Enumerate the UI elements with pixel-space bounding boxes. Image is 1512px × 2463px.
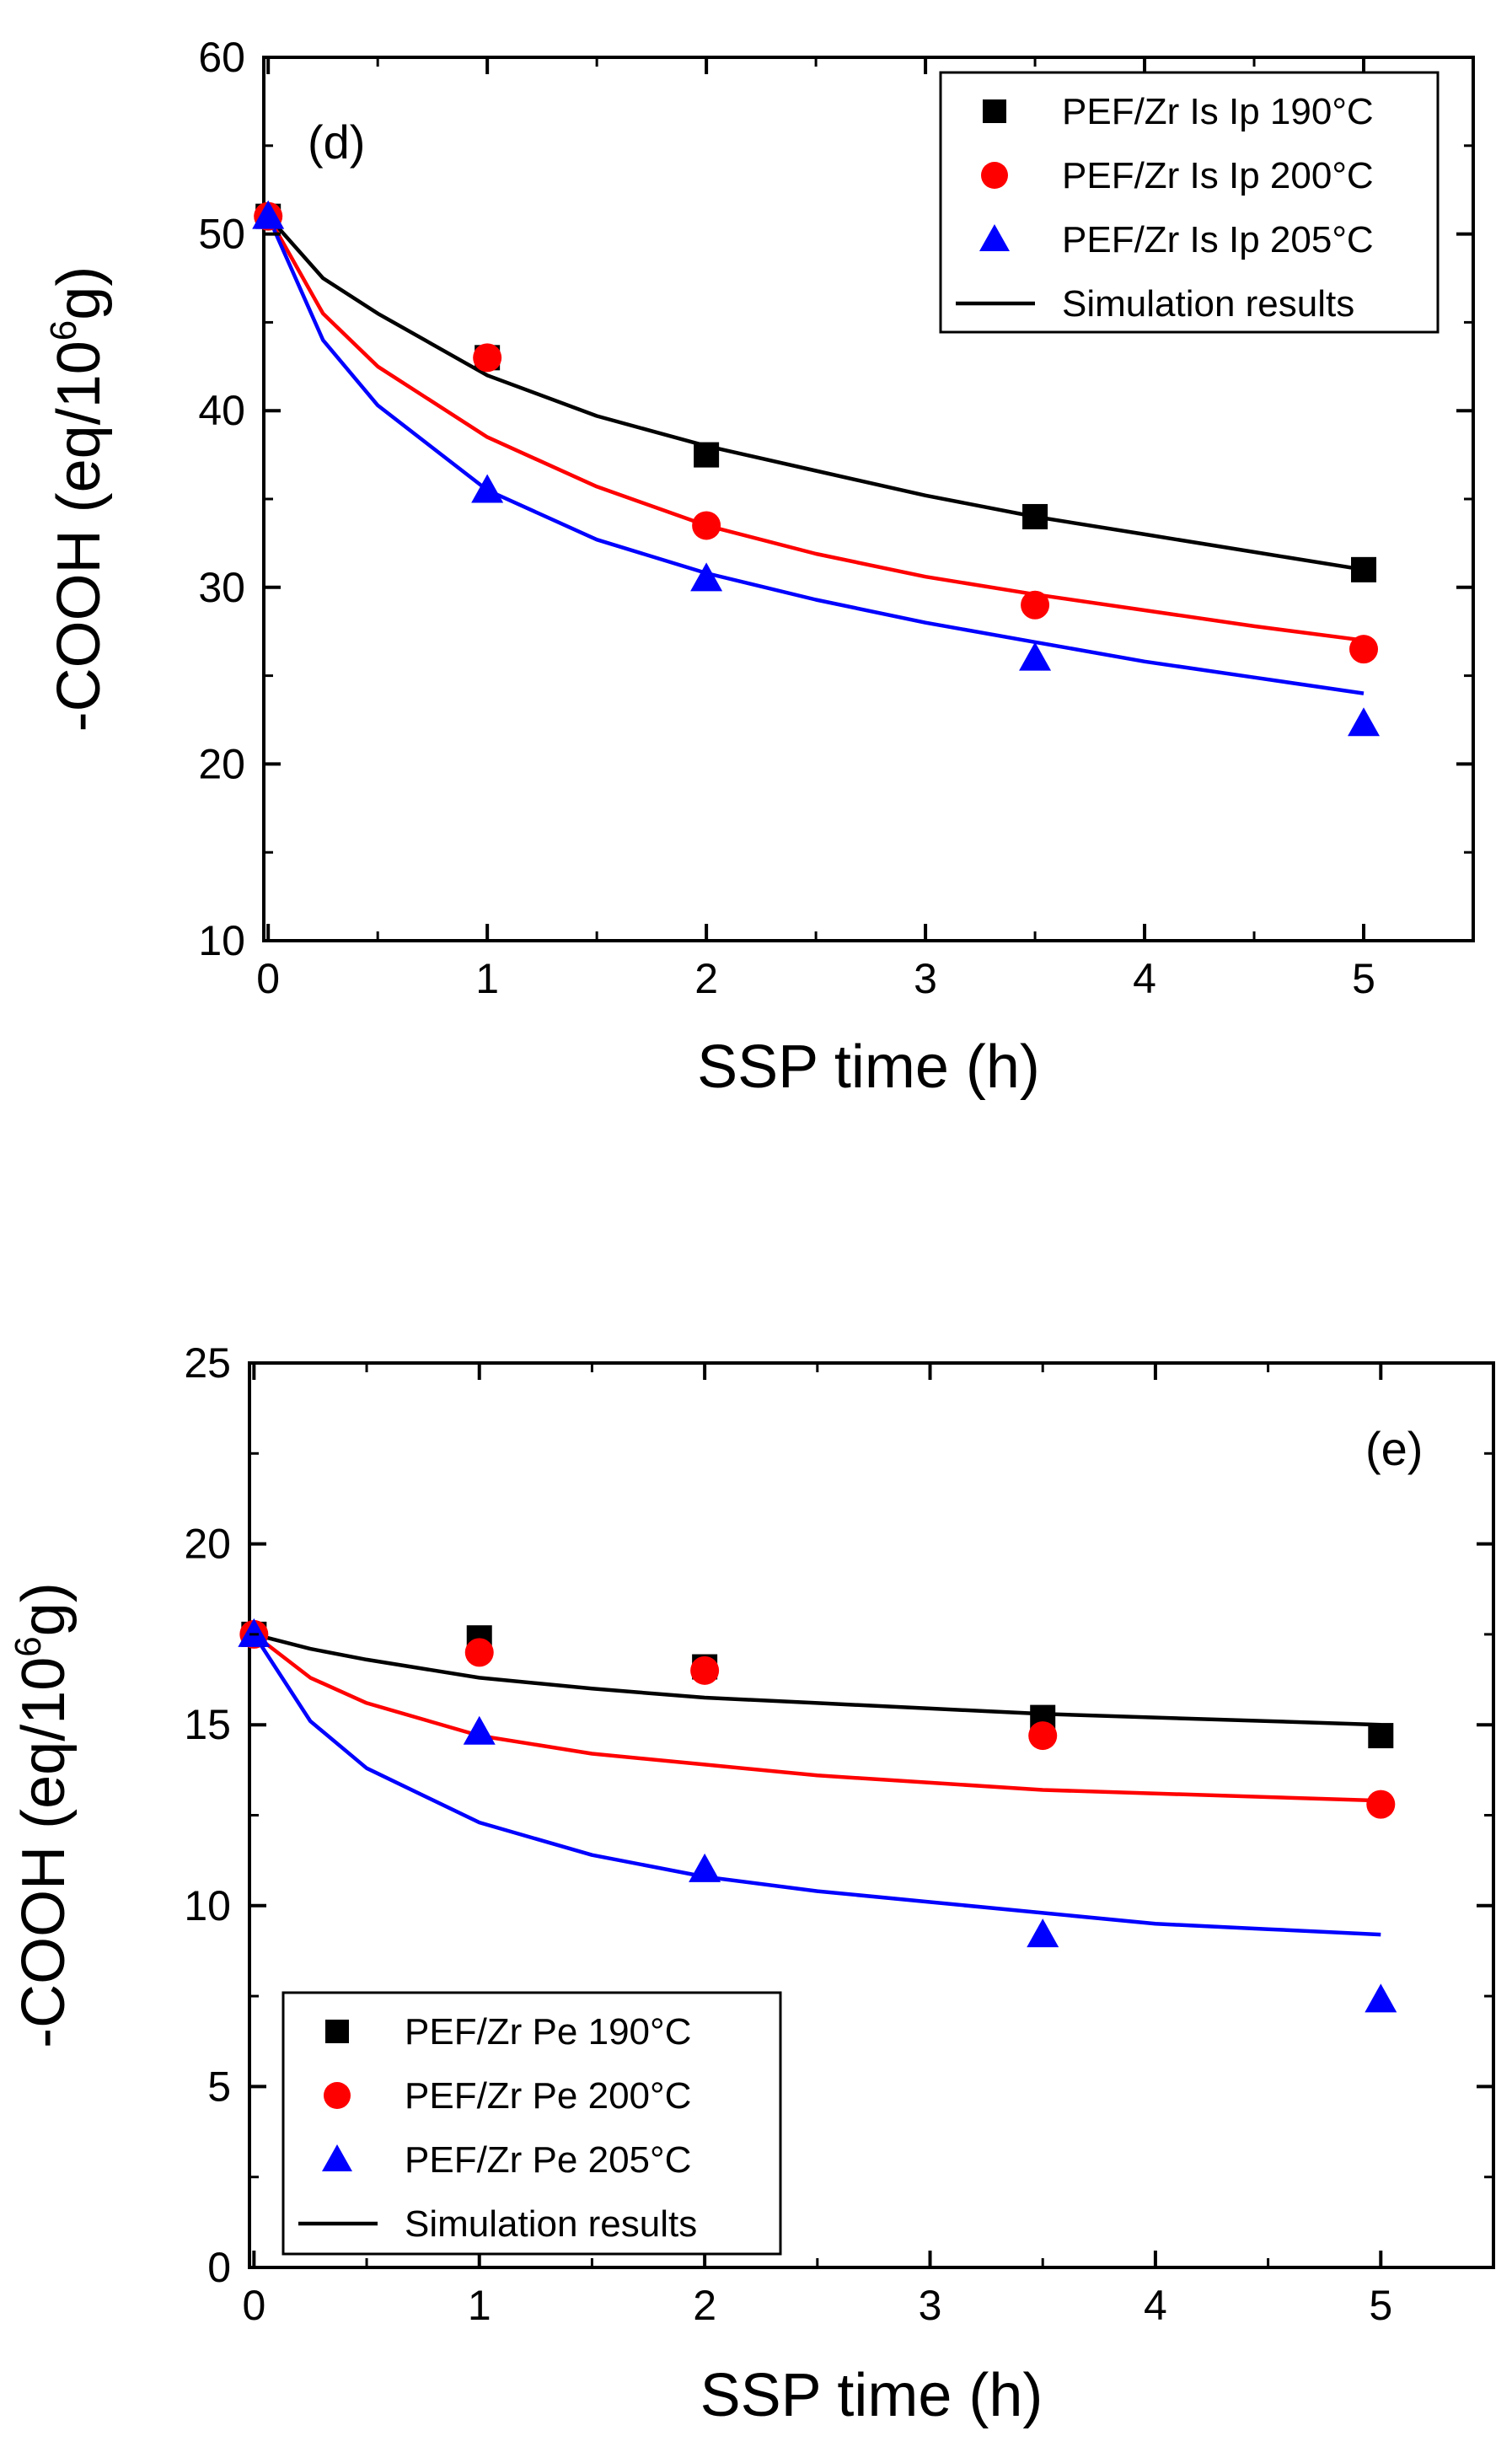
y-axis-title-main: -COOH (eq/10 xyxy=(10,1657,78,2048)
panel-label: (e) xyxy=(1365,1422,1423,1475)
circle-data-point xyxy=(1366,1790,1396,1819)
legend-entry-label: PEF/Zr Pe 200°C xyxy=(405,2075,691,2117)
legend-circle-symbol xyxy=(324,2082,351,2109)
y-tick-label: 50 xyxy=(198,211,245,258)
chart-panel-e: 0 1 2 3 4 5 0 5 10 15 20 25 (e) SSP time (h) -COOH … xyxy=(8,1339,1495,2429)
circle-data-point xyxy=(1028,1721,1058,1751)
axis-ticks: 0 1 2 3 4 5 0 5 10 15 20 25 xyxy=(184,1339,1495,2329)
legend-box xyxy=(939,71,1440,334)
triangle-data-point xyxy=(252,200,285,229)
square-data-point xyxy=(1022,503,1048,529)
triangle-data-point xyxy=(690,562,723,592)
circle-data-point xyxy=(464,1638,494,1667)
y-axis-title: -COOH (eq/106g) xyxy=(8,1582,78,2048)
x-tick-label: 2 xyxy=(693,2282,716,2329)
x-tick-label: 3 xyxy=(914,955,937,1002)
y-tick-label: 60 xyxy=(198,34,245,81)
simulation-curves xyxy=(252,1632,1381,1937)
y-tick-label: 10 xyxy=(184,1882,231,1929)
x-tick-label: 4 xyxy=(1133,955,1156,1002)
square-data-point xyxy=(694,442,720,468)
legend-square-symbol xyxy=(325,2020,349,2043)
legend-entry-label: PEF/Zr Is Ip 190°C xyxy=(1062,91,1374,132)
legend-triangle-symbol xyxy=(979,224,1010,251)
y-tick-label: 25 xyxy=(184,1339,231,1387)
circle-data-point xyxy=(1021,590,1050,620)
circle-data-point xyxy=(473,343,502,373)
x-tick-label: 1 xyxy=(475,955,499,1002)
x-tick-label: 5 xyxy=(1352,955,1375,1002)
y-tick-label: 0 xyxy=(207,2244,231,2291)
x-tick-label: 5 xyxy=(1369,2282,1392,2329)
x-tick-label: 0 xyxy=(242,2282,265,2329)
simulation-curve xyxy=(252,1633,1381,1937)
circle-data-point xyxy=(692,511,721,540)
square-data-point xyxy=(1351,556,1377,582)
legend: PEF/Zr Is Ip 190°C PEF/Zr Is Ip 200°C PEF/… xyxy=(939,71,1440,334)
simulation-curve xyxy=(266,215,1365,695)
y-tick-label: 40 xyxy=(198,387,245,434)
y-axis-title-sup: 6 xyxy=(8,1636,49,1656)
y-axis-title-end: g) xyxy=(10,1582,78,1636)
legend-square-symbol xyxy=(983,99,1006,123)
x-tick-label: 4 xyxy=(1144,2282,1167,2329)
y-tick-label: 10 xyxy=(198,917,245,964)
x-tick-label: 3 xyxy=(919,2282,942,2329)
legend-circle-symbol xyxy=(981,162,1008,189)
legend-entry-label: Simulation results xyxy=(405,2203,697,2245)
triangle-data-point xyxy=(238,1618,271,1647)
legend-triangle-symbol xyxy=(322,2144,352,2171)
y-tick-label: 30 xyxy=(198,564,245,611)
triangle-data-point xyxy=(471,474,504,503)
x-axis-title: SSP time (h) xyxy=(700,2362,1043,2429)
y-tick-label: 20 xyxy=(184,1521,231,1568)
y-axis-title-main: -COOH (eq/10 xyxy=(46,341,113,732)
x-tick-label: 1 xyxy=(468,2282,491,2329)
circle-data-point xyxy=(1349,635,1379,664)
chart-panel-d: 0 1 2 3 4 5 10 20 30 40 50 60 (d) SSP time (h) -COO… xyxy=(43,34,1475,1101)
axis-ticks: 0 1 2 3 4 5 10 20 30 40 50 60 xyxy=(198,34,1475,1002)
x-axis-title: SSP time (h) xyxy=(697,1033,1040,1101)
y-axis-title: -COOH (eq/106g) xyxy=(43,266,113,732)
y-tick-label: 15 xyxy=(184,1701,231,1748)
triangle-data-point xyxy=(1348,707,1381,737)
y-tick-label: 5 xyxy=(207,2063,231,2110)
legend-box xyxy=(281,1991,782,2256)
simulation-curve xyxy=(253,1632,1381,1727)
x-tick-label: 0 xyxy=(256,955,280,1002)
triangle-data-point xyxy=(689,1853,721,1882)
square-data-point xyxy=(1368,1723,1394,1749)
triangle-data-point xyxy=(1027,1918,1059,1948)
triangle-data-point xyxy=(1365,1983,1397,2013)
panel-label: (d) xyxy=(308,115,365,169)
triangle-data-point xyxy=(1019,641,1052,671)
circle-data-point xyxy=(690,1655,720,1685)
x-tick-label: 2 xyxy=(694,955,718,1002)
simulation-curve xyxy=(266,215,1365,572)
legend-entry-label: PEF/Zr Is Ip 200°C xyxy=(1062,155,1374,196)
y-axis-title-end: g) xyxy=(46,266,113,320)
simulation-curve xyxy=(252,1633,1381,1803)
legend-entry-label: PEF/Zr Pe 205°C xyxy=(405,2139,691,2181)
y-tick-label: 20 xyxy=(198,740,245,787)
data-markers xyxy=(252,200,1381,737)
legend: PEF/Zr Pe 190°C PEF/Zr Pe 200°C PEF/Zr Pe … xyxy=(281,1991,782,2256)
legend-entry-label: PEF/Zr Pe 190°C xyxy=(405,2011,691,2052)
simulation-curve xyxy=(266,215,1365,642)
legend-entry-label: Simulation results xyxy=(1062,283,1354,325)
legend-entry-label: PEF/Zr Is Ip 205°C xyxy=(1062,219,1374,260)
y-axis-title-sup: 6 xyxy=(43,320,84,341)
simulation-curves xyxy=(266,215,1365,695)
triangle-data-point xyxy=(463,1715,496,1745)
